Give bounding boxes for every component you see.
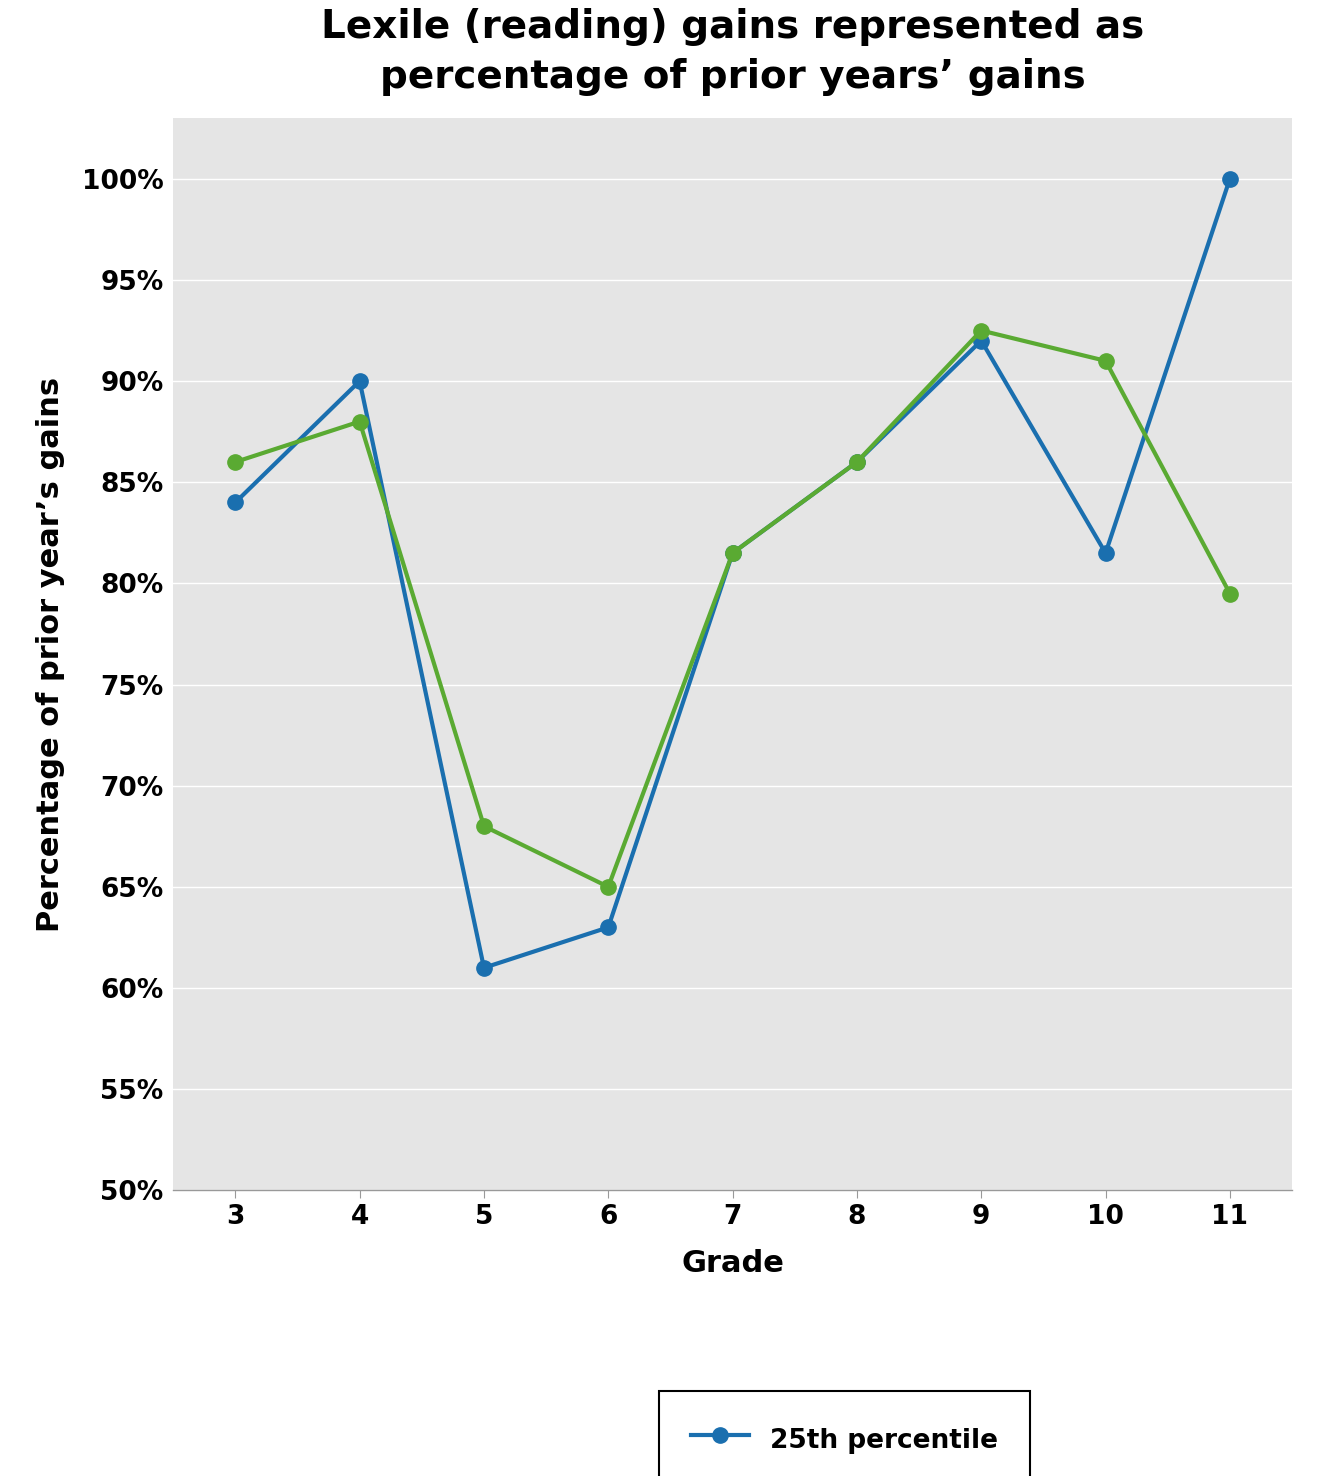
25th percentile (601, 918, 617, 936)
Legend: 25th percentile, 75th percentile: 25th percentile, 75th percentile (659, 1392, 1030, 1476)
75th percentile (601, 878, 617, 896)
Line: 75th percentile: 75th percentile (228, 323, 1237, 894)
Title: Lexile (reading) gains represented as
percentage of prior years’ gains: Lexile (reading) gains represented as pe… (321, 7, 1144, 96)
25th percentile (476, 959, 492, 977)
75th percentile (476, 818, 492, 835)
25th percentile (1098, 545, 1114, 562)
75th percentile (725, 545, 741, 562)
75th percentile (352, 413, 368, 431)
25th percentile (848, 453, 864, 471)
75th percentile (228, 453, 244, 471)
25th percentile (974, 332, 990, 350)
25th percentile (1221, 170, 1237, 187)
Y-axis label: Percentage of prior year’s gains: Percentage of prior year’s gains (36, 376, 65, 931)
75th percentile (1098, 351, 1114, 369)
25th percentile (352, 372, 368, 390)
25th percentile (228, 493, 244, 511)
X-axis label: Grade: Grade (681, 1249, 785, 1278)
25th percentile (725, 545, 741, 562)
75th percentile (848, 453, 864, 471)
75th percentile (974, 322, 990, 339)
75th percentile (1221, 584, 1237, 602)
Line: 25th percentile: 25th percentile (228, 171, 1237, 976)
